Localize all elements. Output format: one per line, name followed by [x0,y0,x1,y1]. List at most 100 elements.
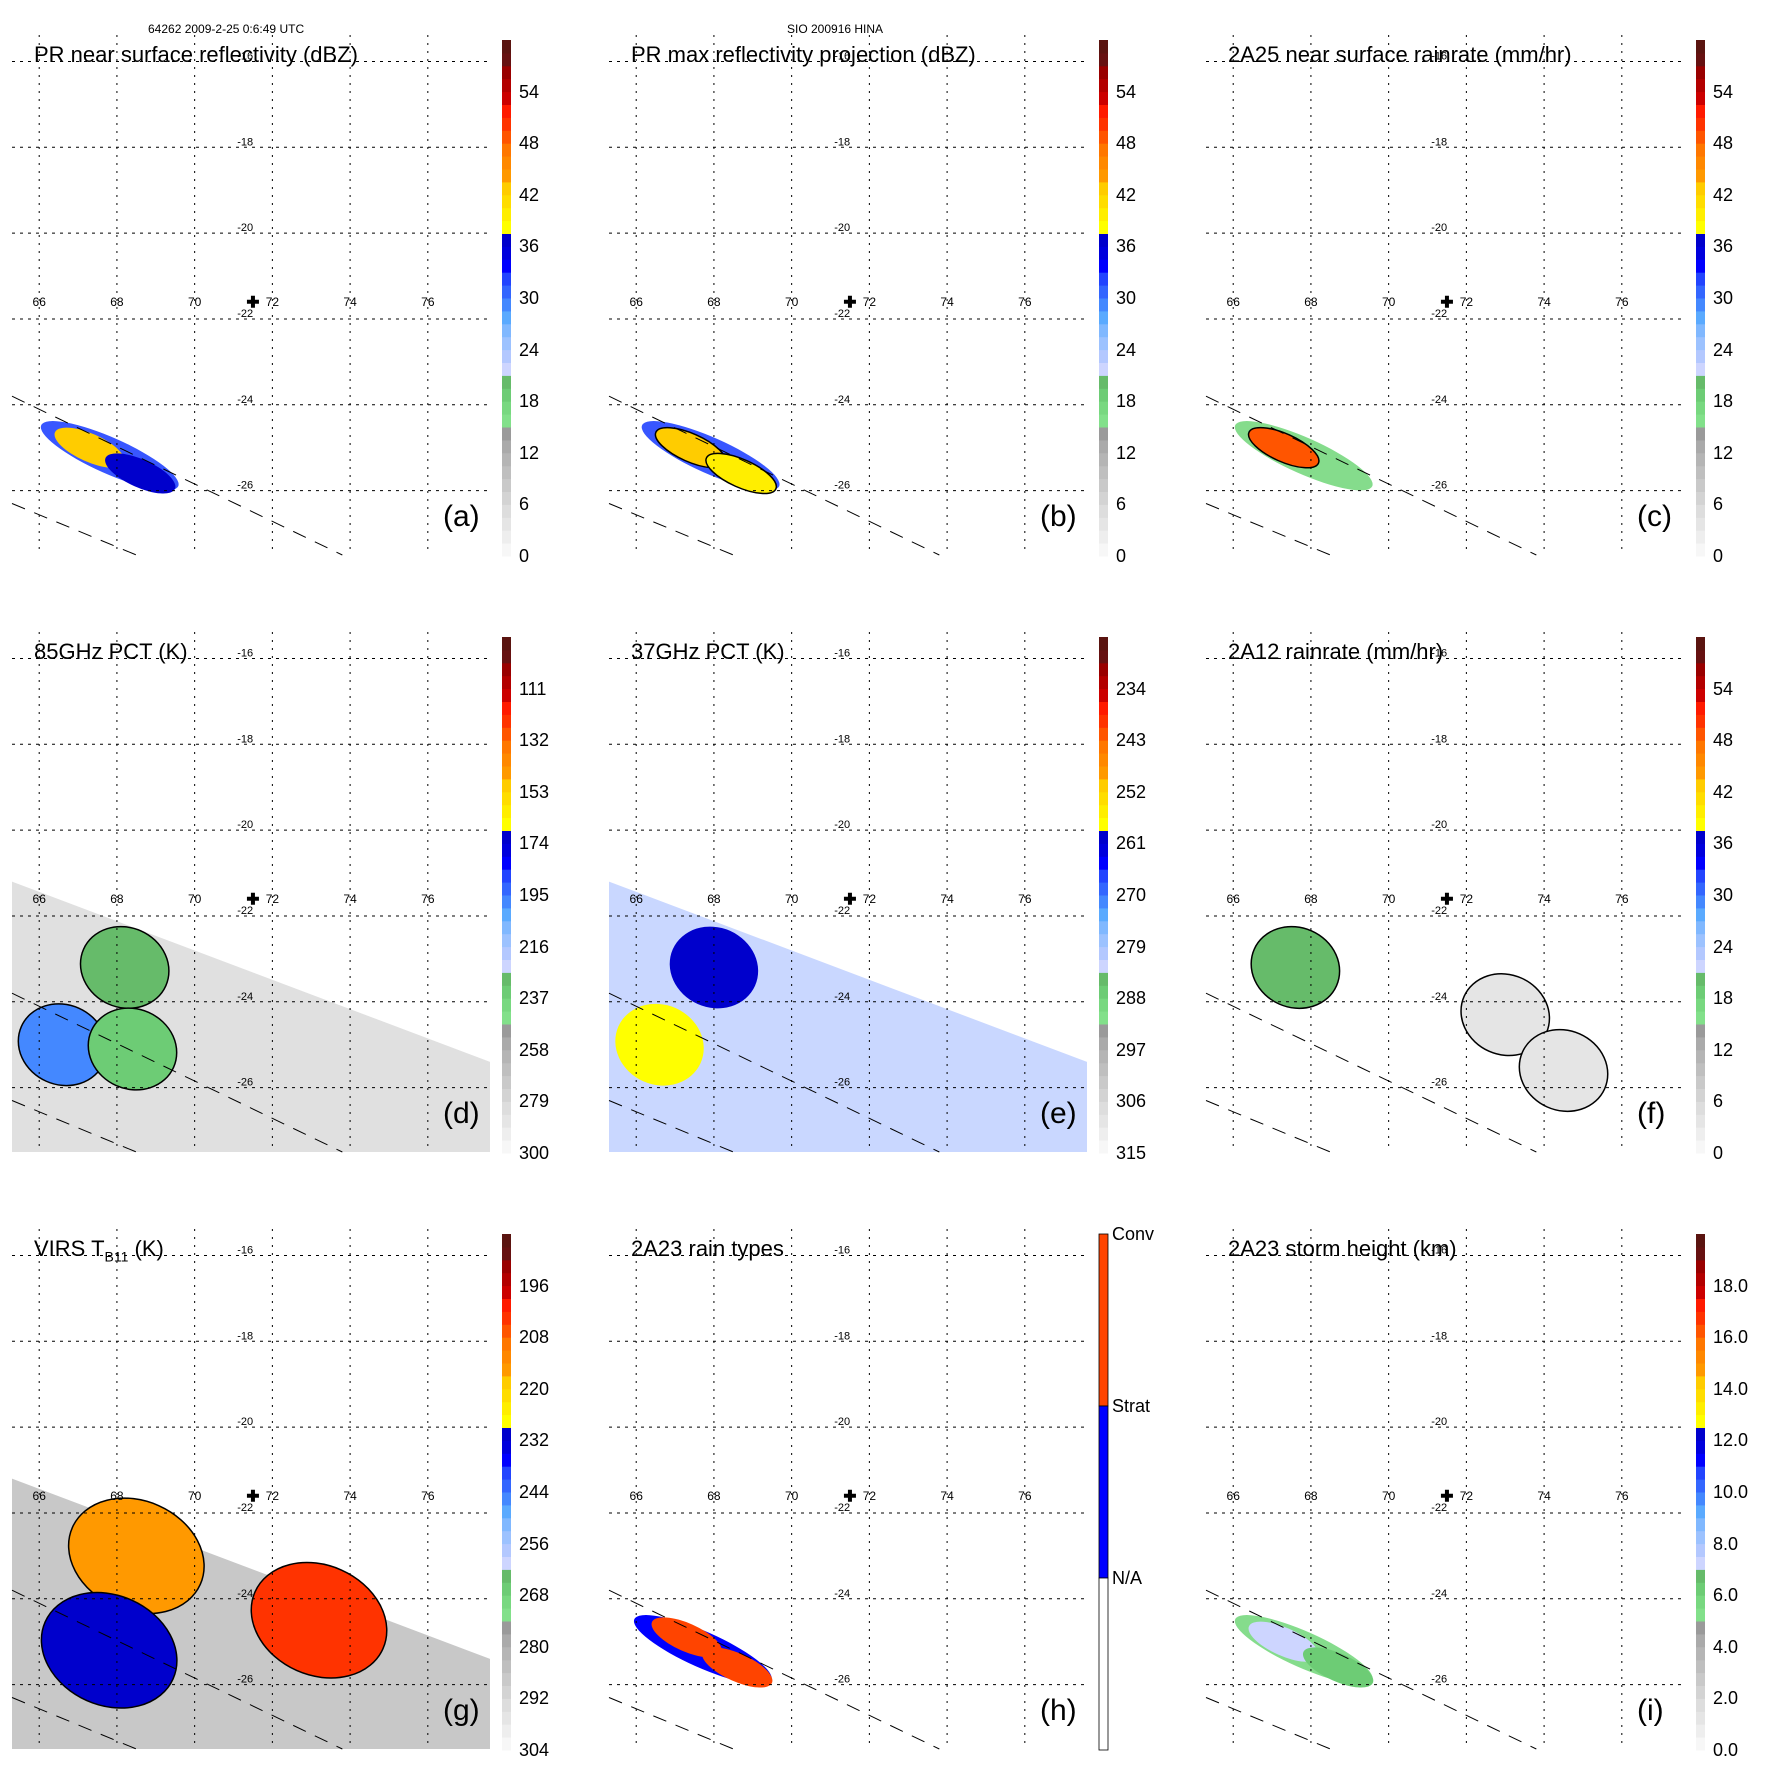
colorbar-swatch [502,1036,511,1051]
colorbar-tick-label: 6 [519,494,530,515]
colorbar-swatch [502,1101,511,1115]
colorbar-swatch [1099,543,1108,557]
lon-tick-label: 72 [1460,892,1474,906]
lon-tick-label: 70 [1382,892,1396,906]
colorbar-swatch [1696,233,1705,247]
colorbar-tick-label: 297 [1116,1039,1147,1060]
colorbar-swatch [1696,156,1705,170]
colorbar-tick-label: 270 [1116,885,1147,905]
colorbar-swatch [1099,323,1108,338]
colorbar-tick-label: 30 [1713,885,1734,905]
colorbar-swatch [502,1088,511,1102]
lon-tick-label: 74 [940,1489,954,1503]
colorbar-swatch [1099,310,1108,325]
pr-swath-edge-line [1205,1100,1331,1153]
storm-center-plus-icon [1440,295,1453,308]
panel-h: 66 68 70 72 74 76 -16 -18 -20 -22 -24 -26 Conv Strat N… [597,1194,1187,1784]
colorbar-swatch [502,1556,511,1570]
lat-tick-label: -22 [834,308,850,320]
lat-tick-label: -22 [237,1502,253,1514]
colorbar-swatch [1099,1075,1108,1089]
colorbar-swatch [1696,637,1705,651]
colorbar-tick-label: 8.0 [1713,1533,1739,1554]
colorbar-tick-label: 237 [519,988,550,1009]
storm-center-plus-icon [246,1489,259,1502]
lat-tick-label: -24 [834,991,850,1003]
colorbar-swatch [1696,517,1705,531]
colorbar-swatch [1696,1698,1705,1712]
colorbar-swatch [502,959,511,973]
lon-tick-label: 66 [33,295,47,309]
lat-tick-label: -20 [834,819,850,831]
colorbar-swatch [1099,439,1108,454]
lat-tick-label: -26 [1431,1674,1447,1686]
colorbar-tick-label: 42 [1116,184,1137,205]
pr-swath-edge-line [1205,1589,1537,1750]
storm-center-plus-icon [843,892,856,905]
colorbar-swatch [1099,895,1108,909]
pr-swath-edge-line [11,503,137,556]
lat-tick-label: -26 [834,480,850,492]
lat-tick-label: -16 [834,1244,850,1256]
colorbar-swatch [1099,194,1108,209]
lat-tick-label: -22 [1431,905,1447,917]
colorbar-tick-label: 48 [519,133,540,154]
colorbar-swatch [502,194,511,209]
colorbar-swatch [502,1453,511,1467]
colorbar-swatch [502,52,511,67]
colorbar-tick-label: 12 [1713,1039,1734,1060]
colorbar-swatch [502,933,511,948]
colorbar-swatch [1099,156,1108,170]
colorbar-swatch [1696,207,1705,222]
colorbar-swatch [502,1711,511,1725]
colorbar-swatch [502,504,511,518]
lon-tick-label: 66 [630,295,644,309]
colorbar-swatch [1099,766,1108,780]
colorbar-tick-label: 54 [1713,81,1734,102]
colorbar-swatch [502,1350,511,1364]
colorbar-swatch [1696,933,1705,948]
lat-tick-label: -22 [237,905,253,917]
colorbar-swatch [1696,907,1705,922]
lat-tick-label: -26 [237,1077,253,1089]
colorbar-tick-label: 292 [519,1688,550,1709]
lon-tick-label: 66 [33,892,47,906]
colorbar-swatch [1099,220,1108,234]
colorbar-swatch [1696,804,1705,819]
colorbar-tick-label: 268 [519,1585,550,1606]
colorbar-swatch [502,272,511,286]
lon-tick-label: 68 [1304,892,1318,906]
colorbar-swatch [1696,1298,1705,1312]
colorbar-swatch [1099,907,1108,922]
lat-tick-label: -22 [237,308,253,320]
colorbar-swatch [1696,985,1705,999]
colorbar-tick-label: 0 [519,546,530,566]
colorbar-tick-label: 18 [1116,391,1137,412]
lon-tick-label: 74 [343,295,357,309]
colorbar-tick-label: 208 [519,1327,550,1348]
lat-tick-label: -22 [834,905,850,917]
data-feature-region [1248,1621,1319,1662]
lat-tick-label: -22 [1431,1502,1447,1514]
colorbar-swatch [1696,1621,1705,1635]
lat-tick-label: -16 [237,50,253,62]
colorbar-swatch [1099,233,1108,247]
colorbar-swatch [502,1672,511,1686]
colorbar-swatch [1696,869,1705,883]
colorbar-swatch [502,688,511,702]
panel-title: PR near surface reflectivity (dBZ) [34,42,358,68]
colorbar-swatch [502,869,511,883]
storm-center-plus-icon [246,295,259,308]
colorbar-swatch [1099,778,1108,793]
lat-tick-label: -24 [237,1588,253,1600]
lon-tick-label: 68 [707,892,721,906]
colorbar-swatch [502,1427,511,1441]
colorbar-tick-label: 24 [1116,339,1137,360]
panel-d: 66 68 70 72 74 76 -16 -18 -20 -22 -24 -26 111 132 153 1… [0,597,590,1187]
data-feature-peak [1247,426,1320,469]
colorbar-swatch [1099,143,1108,157]
lon-tick-label: 76 [1615,295,1629,309]
colorbar-swatch [1099,259,1108,273]
colorbar-tick-label: 252 [1116,781,1147,802]
colorbar-swatch [1696,1466,1705,1480]
